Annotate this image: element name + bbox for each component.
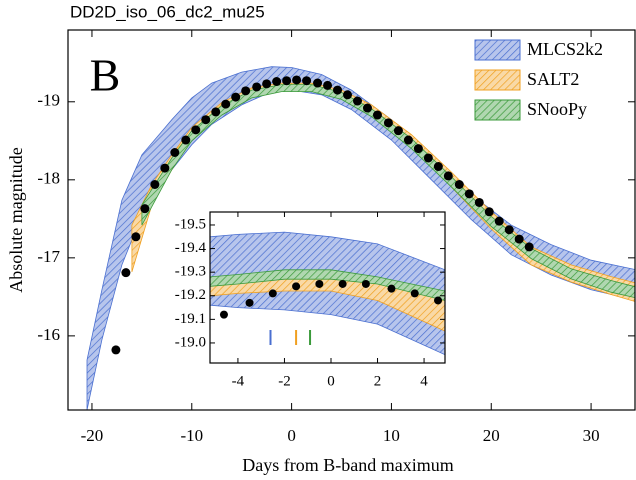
- x-tick-label: -20: [81, 426, 104, 445]
- x-tick-label: -2: [278, 373, 291, 389]
- data-point: [292, 282, 301, 291]
- data-point: [292, 75, 302, 85]
- y-tick-label: -18: [37, 169, 60, 188]
- y-tick-label: -19.0: [175, 334, 206, 350]
- x-tick-label: 2: [374, 373, 382, 389]
- data-point: [423, 153, 433, 163]
- axes-frame: [209, 211, 446, 364]
- data-point: [362, 103, 372, 113]
- data-point: [211, 107, 221, 117]
- data-point: [221, 99, 231, 109]
- x-tick-label: 4: [420, 373, 428, 389]
- data-point: [403, 135, 413, 145]
- data-point: [387, 284, 396, 293]
- y-tick-label: -19.5: [175, 216, 206, 232]
- data-point: [434, 296, 443, 305]
- data-point: [443, 171, 453, 181]
- y-axis-label: Absolute magnitude: [6, 147, 26, 292]
- y-tick-label: -16: [37, 325, 60, 344]
- data-point: [454, 179, 464, 189]
- annotation: B: [90, 50, 121, 101]
- x-tick-label: -10: [180, 426, 203, 445]
- x-tick-label: -4: [232, 373, 245, 389]
- legend-label: MLCS2k2: [527, 39, 603, 59]
- data-point: [504, 225, 514, 235]
- data-point: [383, 118, 393, 128]
- data-point: [268, 289, 277, 298]
- data-point: [372, 110, 382, 120]
- y-tick-label: -19.1: [175, 311, 206, 327]
- data-point: [252, 82, 262, 92]
- data-point: [323, 80, 333, 90]
- data-point: [191, 125, 201, 135]
- legend-swatch: [474, 39, 521, 61]
- x-tick-label: 0: [327, 373, 335, 389]
- axes-frame: [67, 29, 636, 411]
- data-point: [361, 279, 370, 288]
- band: [210, 231, 445, 356]
- data-point: [413, 144, 423, 154]
- y-tick-label: -19: [37, 91, 60, 110]
- band: [86, 66, 635, 410]
- data-point: [140, 204, 150, 214]
- legend-label: SALT2: [527, 69, 579, 89]
- data-point: [338, 279, 347, 288]
- chart-title: DD2D_iso_06_dc2_mu25: [70, 2, 265, 21]
- data-point: [343, 90, 353, 100]
- legend-swatch: [474, 99, 521, 121]
- data-point: [262, 79, 272, 89]
- data-point: [315, 279, 324, 288]
- axes: -4 -2 0 2 4 -19.5 -19.4 -19.3 -19.2 -19.1 -19.0: [164, 208, 447, 393]
- x-tick-label: 30: [583, 426, 600, 445]
- band: [210, 269, 445, 301]
- data-point: [282, 76, 292, 86]
- data-point: [131, 232, 141, 242]
- plot-area: [210, 231, 445, 356]
- data-point: [272, 76, 282, 86]
- data-point: [241, 86, 251, 96]
- data-point: [393, 126, 403, 136]
- y-tick-label: -19.4: [175, 240, 207, 256]
- data-point: [474, 197, 484, 207]
- data-point: [181, 135, 191, 145]
- data-point: [494, 216, 504, 226]
- data-point: [201, 115, 211, 125]
- data-point: [219, 310, 228, 319]
- x-tick-label: 0: [287, 426, 296, 445]
- data-point: [464, 189, 474, 199]
- y-tick-label: -17: [37, 247, 60, 266]
- data-point: [121, 268, 131, 278]
- data-point: [231, 92, 241, 102]
- data-point: [245, 298, 254, 307]
- data-point: [313, 78, 323, 88]
- x-tick-label: 20: [483, 426, 500, 445]
- data-point: [170, 148, 180, 158]
- data-point: [150, 179, 160, 189]
- data-point: [484, 207, 494, 217]
- y-tick-label: -19.2: [175, 287, 206, 303]
- data-point: [160, 163, 170, 173]
- x-axis-label: Days from B-band maximum: [242, 455, 453, 475]
- axes: -20 -10 0 10 20 30-19-18-17-16MLCS2k2SALT2SNo…: [37, 29, 636, 445]
- data-point: [302, 76, 312, 86]
- data-point: [524, 242, 534, 252]
- data-point: [333, 85, 343, 95]
- data-point: [410, 289, 419, 298]
- y-tick-label: -19.3: [175, 264, 206, 280]
- data-point: [111, 345, 121, 355]
- x-tick-label: 10: [383, 426, 400, 445]
- legend-swatch: [474, 69, 521, 91]
- plot-area: [86, 66, 635, 410]
- data-point: [514, 234, 524, 244]
- data-point: [352, 96, 362, 106]
- data-point: [433, 162, 443, 172]
- legend-label: SNooPy: [527, 99, 587, 119]
